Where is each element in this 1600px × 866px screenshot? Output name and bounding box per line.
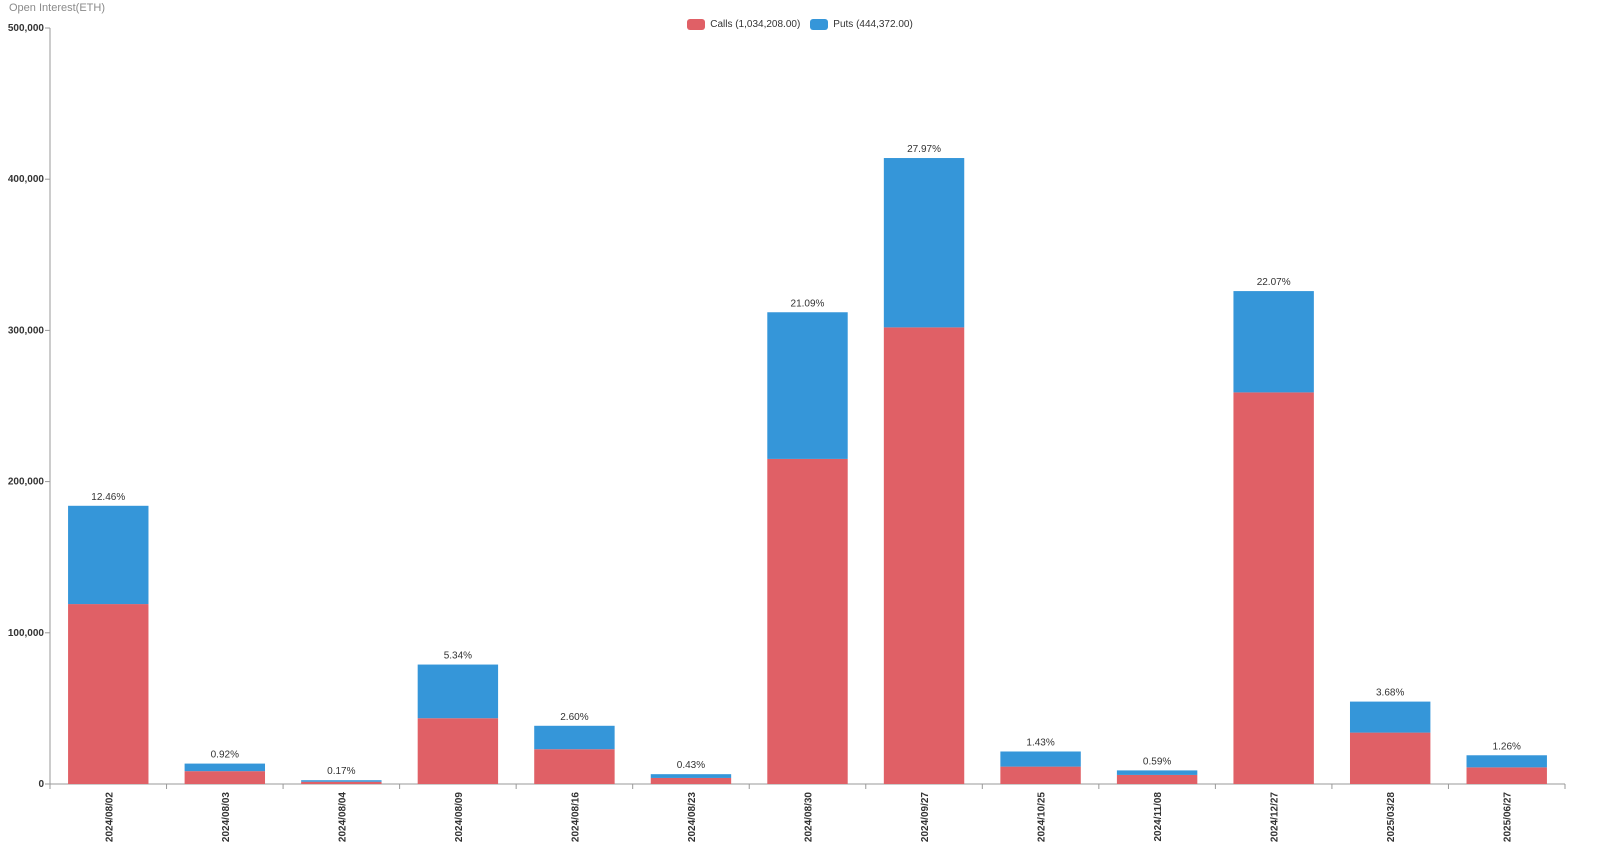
bar-calls (1116, 774, 1198, 784)
bar-calls (1466, 767, 1547, 784)
legend-calls-label: Calls (1,034,208.00) (710, 19, 801, 30)
y-tick-label: 500,000 (8, 23, 45, 34)
x-tick-label: 2024/12/27 (1270, 792, 1281, 842)
bar-calls (767, 458, 848, 784)
x-tick-label: 2024/08/16 (570, 792, 581, 842)
bar-calls (650, 777, 732, 784)
x-tick-label: 2024/08/23 (687, 792, 698, 842)
x-tick-label: 2024/08/30 (804, 792, 815, 842)
bar-calls (301, 781, 382, 784)
y-tick-label: 200,000 (8, 477, 45, 488)
x-tick-label: 2024/08/09 (454, 792, 465, 842)
bar-puts (650, 774, 732, 778)
puts-swatch (810, 19, 829, 30)
x-tick-label: 2024/11/08 (1153, 792, 1164, 842)
bar-calls (534, 749, 615, 784)
bar-puts (1233, 291, 1314, 393)
bar-calls (883, 327, 965, 784)
bar-puts (883, 158, 965, 328)
bar-percent-label: 22.07% (1257, 277, 1291, 288)
bar-calls (1000, 766, 1081, 784)
y-tick-label: 100,000 (8, 628, 45, 639)
bar-puts (301, 780, 382, 782)
x-tick-label: 2025/03/28 (1386, 792, 1397, 842)
bar-calls (184, 771, 266, 784)
bar-percent-label: 0.43% (677, 760, 705, 771)
bar-puts (417, 664, 499, 719)
bar-percent-label: 0.59% (1143, 756, 1171, 767)
bar-puts (1116, 770, 1198, 775)
x-tick-label: 2024/08/04 (337, 792, 348, 842)
bar-calls (1233, 392, 1314, 784)
legend-item-calls[interactable]: Calls (1,034,208.00) (687, 19, 800, 30)
bar-percent-label: 12.46% (91, 492, 125, 503)
y-tick-label: 300,000 (8, 325, 45, 336)
x-tick-label: 2024/10/25 (1037, 792, 1048, 842)
bar-puts (767, 312, 848, 459)
bar-calls (1349, 732, 1431, 784)
bar-puts (1000, 751, 1081, 767)
bar-percent-label: 1.43% (1026, 737, 1054, 748)
calls-swatch (687, 19, 706, 30)
x-tick-label: 2024/08/02 (104, 792, 115, 842)
bar-percent-label: 0.92% (211, 750, 239, 761)
bar-percent-label: 3.68% (1376, 688, 1404, 699)
bar-percent-label: 21.09% (791, 298, 825, 309)
bar-percent-label: 0.17% (327, 766, 355, 777)
x-tick-label: 2024/08/03 (221, 792, 232, 842)
chart-legend: Calls (1,034,208.00) Puts (444,372.00) (0, 19, 1600, 30)
legend-item-puts[interactable]: Puts (444,372.00) (810, 19, 913, 30)
bar-calls (417, 718, 499, 784)
y-tick-label: 0 (38, 779, 44, 790)
bar-puts (534, 725, 615, 750)
bar-calls (68, 604, 149, 784)
bar-percent-label: 27.97% (907, 144, 941, 155)
y-axis-title: Open Interest(ETH) (9, 2, 105, 14)
bar-percent-label: 5.34% (444, 651, 472, 662)
x-tick-label: 2025/06/27 (1503, 792, 1514, 842)
bar-puts (1349, 701, 1431, 733)
y-tick-label: 400,000 (8, 174, 45, 185)
x-tick-label: 2024/09/27 (920, 792, 931, 842)
bar-puts (1466, 755, 1547, 768)
bar-puts (184, 763, 266, 772)
bar-percent-label: 1.26% (1493, 741, 1521, 752)
bar-puts (68, 505, 149, 605)
bar-percent-label: 2.60% (560, 712, 588, 723)
legend-puts-label: Puts (444,372.00) (833, 19, 913, 30)
